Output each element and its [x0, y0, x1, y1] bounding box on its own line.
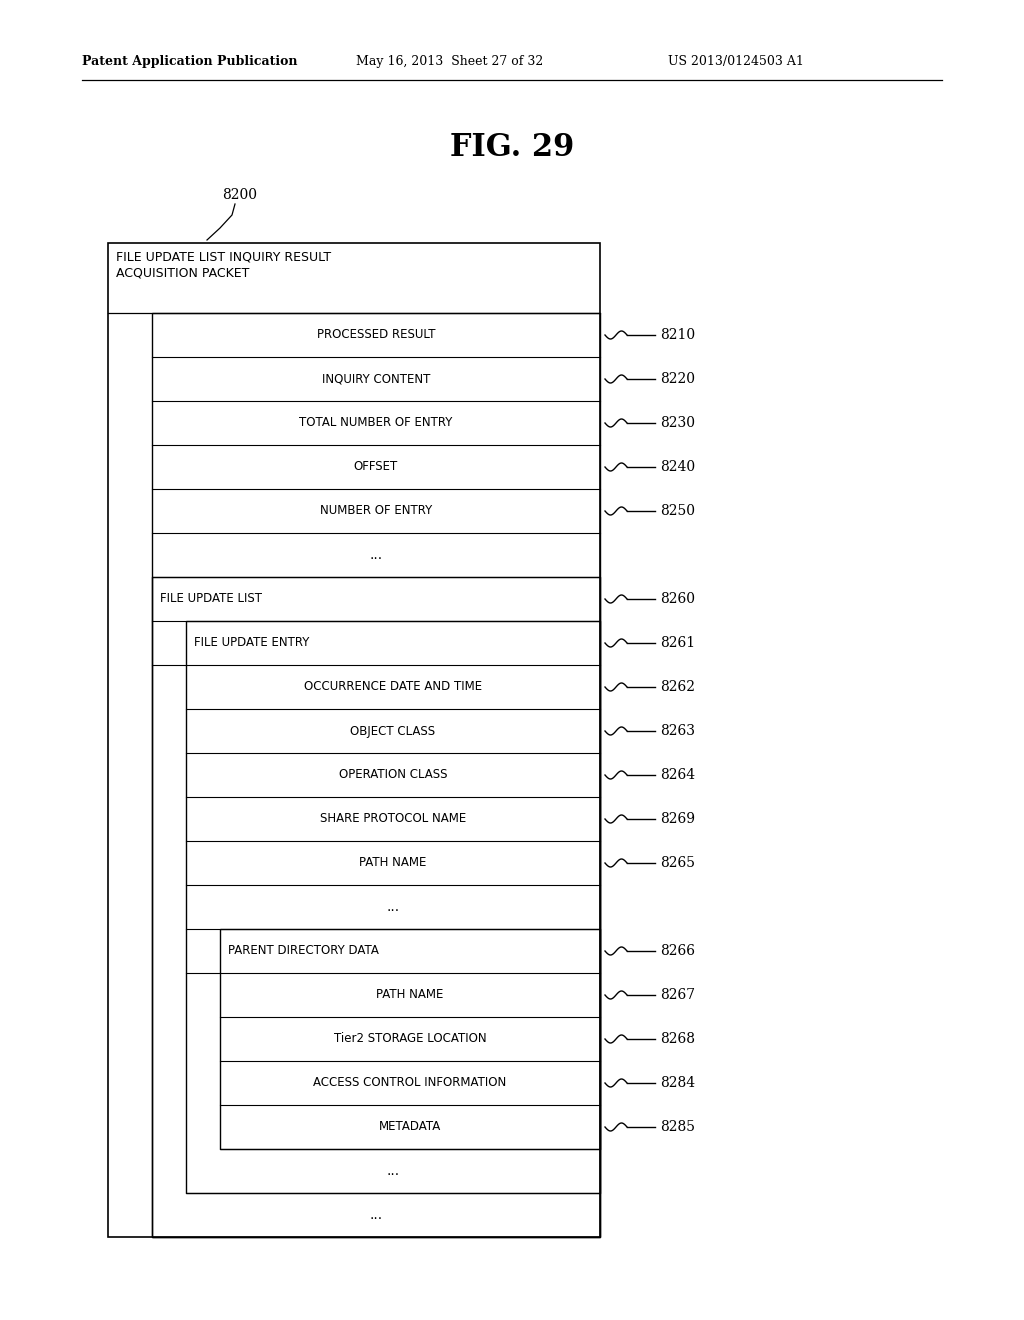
- Bar: [220, 929, 600, 1148]
- Text: 8263: 8263: [660, 723, 695, 738]
- Text: 8260: 8260: [660, 591, 695, 606]
- Text: FILE UPDATE ENTRY: FILE UPDATE ENTRY: [194, 636, 309, 649]
- Text: May 16, 2013  Sheet 27 of 32: May 16, 2013 Sheet 27 of 32: [356, 55, 544, 69]
- Text: NUMBER OF ENTRY: NUMBER OF ENTRY: [319, 504, 432, 517]
- Text: 8261: 8261: [660, 636, 695, 649]
- Text: 8265: 8265: [660, 855, 695, 870]
- Text: 8200: 8200: [222, 187, 257, 202]
- Text: METADATA: METADATA: [379, 1121, 441, 1134]
- Text: 8285: 8285: [660, 1119, 695, 1134]
- Text: ACCESS CONTROL INFORMATION: ACCESS CONTROL INFORMATION: [313, 1077, 507, 1089]
- Text: ...: ...: [370, 548, 383, 562]
- Text: INQUIRY CONTENT: INQUIRY CONTENT: [322, 372, 430, 385]
- Text: Tier2 STORAGE LOCATION: Tier2 STORAGE LOCATION: [334, 1032, 486, 1045]
- Text: PARENT DIRECTORY DATA: PARENT DIRECTORY DATA: [228, 945, 379, 957]
- Text: OFFSET: OFFSET: [354, 461, 398, 474]
- Text: US 2013/0124503 A1: US 2013/0124503 A1: [668, 55, 804, 69]
- Text: 8269: 8269: [660, 812, 695, 826]
- Bar: [152, 577, 600, 1237]
- Text: FIG. 29: FIG. 29: [450, 132, 574, 164]
- Text: PATH NAME: PATH NAME: [376, 989, 443, 1002]
- Text: 8262: 8262: [660, 680, 695, 694]
- Text: 8284: 8284: [660, 1076, 695, 1090]
- Text: Patent Application Publication: Patent Application Publication: [82, 55, 298, 69]
- Text: SHARE PROTOCOL NAME: SHARE PROTOCOL NAME: [319, 813, 466, 825]
- Text: TOTAL NUMBER OF ENTRY: TOTAL NUMBER OF ENTRY: [299, 417, 453, 429]
- Bar: [108, 243, 600, 1237]
- Text: OCCURRENCE DATE AND TIME: OCCURRENCE DATE AND TIME: [304, 681, 482, 693]
- Text: OBJECT CLASS: OBJECT CLASS: [350, 725, 435, 738]
- Text: 8240: 8240: [660, 459, 695, 474]
- Text: ...: ...: [386, 1164, 399, 1177]
- Text: 8230: 8230: [660, 416, 695, 430]
- Text: 8220: 8220: [660, 372, 695, 385]
- Text: OPERATION CLASS: OPERATION CLASS: [339, 768, 447, 781]
- Text: PATH NAME: PATH NAME: [359, 857, 427, 870]
- Text: 8268: 8268: [660, 1032, 695, 1045]
- Bar: [186, 620, 600, 1193]
- Bar: [152, 313, 600, 1237]
- Text: ...: ...: [386, 900, 399, 913]
- Text: ...: ...: [370, 1208, 383, 1222]
- Text: 8250: 8250: [660, 504, 695, 517]
- Text: 8210: 8210: [660, 327, 695, 342]
- Text: 8267: 8267: [660, 987, 695, 1002]
- Text: 8266: 8266: [660, 944, 695, 958]
- Text: 8264: 8264: [660, 768, 695, 781]
- Text: PROCESSED RESULT: PROCESSED RESULT: [316, 329, 435, 342]
- Text: FILE UPDATE LIST INQUIRY RESULT
ACQUISITION PACKET: FILE UPDATE LIST INQUIRY RESULT ACQUISIT…: [116, 251, 331, 279]
- Text: FILE UPDATE LIST: FILE UPDATE LIST: [160, 593, 262, 606]
